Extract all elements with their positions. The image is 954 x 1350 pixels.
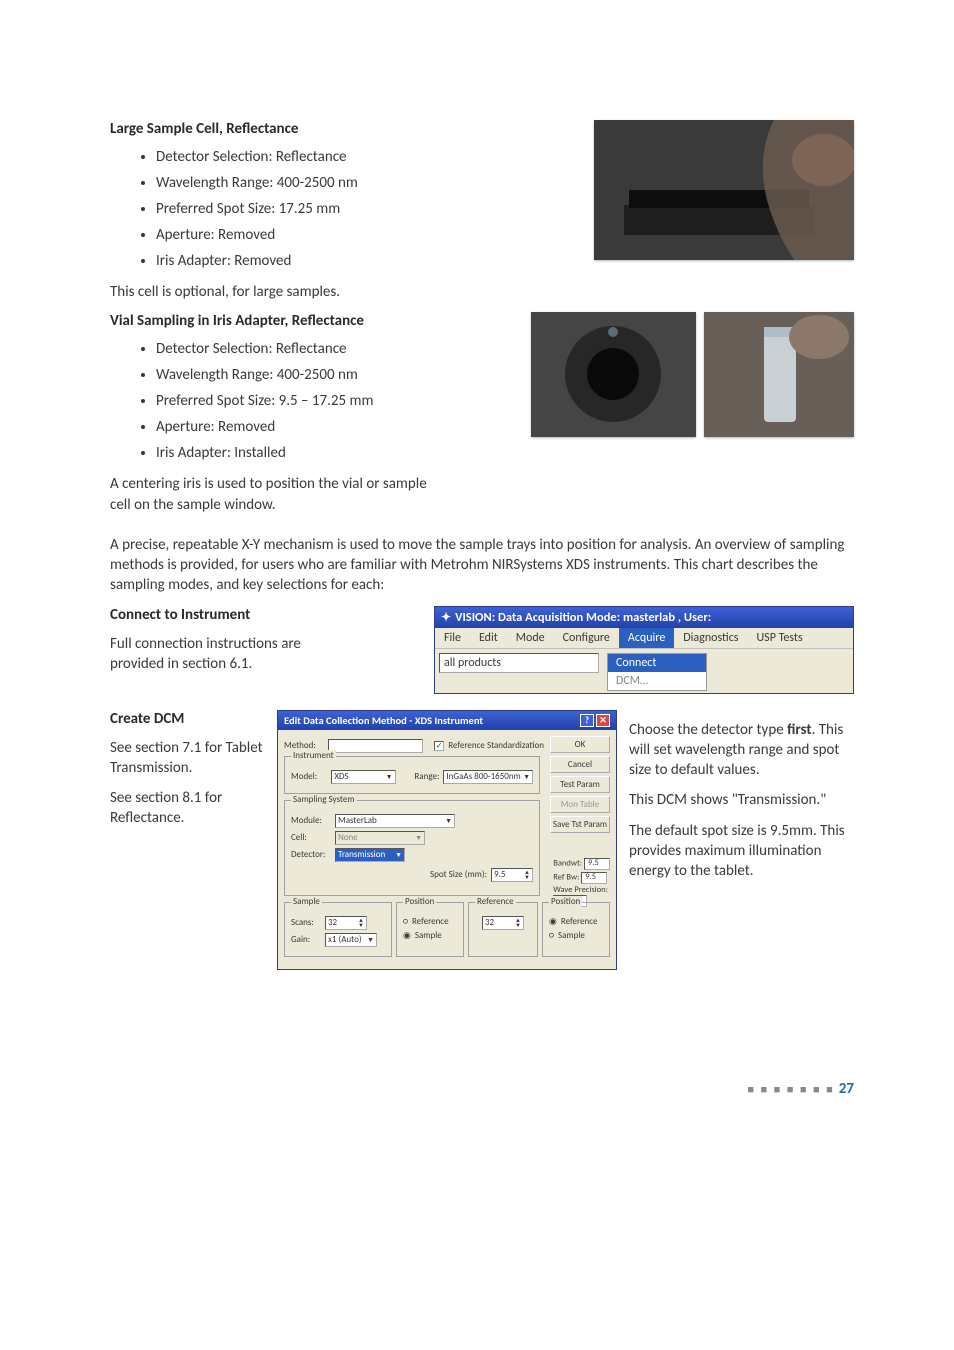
fieldset-instrument: Instrument [291,750,336,761]
label-module: Module: [291,815,331,826]
label-gain: Gain: [291,934,321,945]
label-bandwt: Bandwt: [553,858,582,868]
radio-sample-reference[interactable]: ○ [403,916,408,927]
refbw-field[interactable]: 9.5 [581,872,607,884]
heading-create-dcm: Create DCM [110,710,265,728]
label-wave-precision: Wave Precision: [553,885,608,895]
right-p2: This DCM shows "Transmission." [629,790,854,810]
photo-large-sample-cell [594,120,854,260]
method-input[interactable] [328,739,423,753]
create-dcm-p2: See section 8.1 for Reflectance. [110,788,265,829]
fieldset-ref-position: Position [549,896,582,907]
fieldset-sample: Sample [291,896,322,907]
submenu-dcm[interactable]: DCM… [608,672,706,690]
help-icon[interactable]: ? [580,714,594,727]
page-footer: ■ ■ ■ ■ ■ ■ ■27 [110,1080,854,1098]
ok-button[interactable]: OK [550,736,610,753]
radio-ref-sample[interactable]: ○ [549,930,554,941]
menu-acquire[interactable]: Acquire [619,628,674,648]
note-large-cell: This cell is optional, for large samples… [110,282,854,302]
fieldset-sample-position: Position [403,896,436,907]
scans-spinner[interactable]: 32▲▼ [325,916,367,930]
fieldset-sampling: Sampling System [291,794,357,805]
menu-edit[interactable]: Edit [470,628,507,648]
label-range: Range: [414,771,439,782]
label-detector: Detector: [291,849,331,860]
paragraph-xy-mechanism: A precise, repeatable X-Y mechanism is u… [110,535,854,596]
cell-dropdown: None▼ [335,831,425,845]
radio-ref-reference[interactable]: ◉ [549,916,557,927]
label-ref-std: Reference Standardization [448,740,544,751]
dcm-window-title: Edit Data Collection Method - XDS Instru… [284,714,483,727]
bandwt-field[interactable]: 9.5 [584,858,610,870]
vision-window-title: VISION: Data Acquisition Mode: masterlab… [455,610,711,625]
right-p3: The default spot size is 9.5mm. This pro… [629,821,854,882]
page-number: 27 [839,1080,854,1098]
label-model: Model: [291,771,327,782]
app-icon: ✦ [441,610,451,625]
label-scans: Scans: [291,917,321,928]
model-dropdown[interactable]: XDS▼ [331,770,395,784]
spot-size-spinner[interactable]: 9.5▲▼ [491,868,533,882]
create-dcm-p1: See section 7.1 for Tablet Transmission. [110,738,265,779]
fieldset-reference: Reference [475,896,516,907]
cancel-button[interactable]: Cancel [550,756,610,773]
submenu-connect[interactable]: Connect [608,654,706,672]
save-tst-param-button[interactable]: Save Tst Param [550,816,610,833]
photo-iris-adapter [531,312,696,437]
screenshot-dcm-dialog: Edit Data Collection Method - XDS Instru… [277,710,617,970]
acquire-submenu: Connect DCM… [607,653,707,691]
products-dropdown[interactable]: all products [439,653,599,673]
menu-file[interactable]: File [435,628,470,648]
menu-usp-tests[interactable]: USP Tests [747,628,811,648]
right-p1: Choose the detector type first. This wil… [629,720,854,781]
range-dropdown[interactable]: InGaAs 800-1650nm▼ [443,770,533,784]
label-refbw: Ref Bw: [553,872,579,882]
connect-body: Full connection instructions are provide… [110,634,330,675]
menu-mode[interactable]: Mode [507,628,554,648]
list-item: Iris Adapter: Installed [156,444,854,462]
ref-scans-spinner[interactable]: 32▲▼ [482,916,524,930]
label-cell: Cell: [291,832,331,843]
screenshot-vision-app: ✦ VISION: Data Acquisition Mode: masterl… [434,606,854,694]
module-dropdown[interactable]: MasterLab▼ [335,814,455,828]
gain-dropdown[interactable]: x1 (Auto)▼ [325,933,377,947]
ref-std-checkbox[interactable]: ✓ [434,741,444,751]
close-icon[interactable]: ✕ [596,714,610,727]
mon-table-button: Mon Table [550,796,610,813]
label-spot-size: Spot Size (mm): [430,869,487,880]
detector-dropdown[interactable]: Transmission▼ [335,848,405,862]
test-param-button[interactable]: Test Param [550,776,610,793]
photo-vial [704,312,854,437]
radio-sample-sample[interactable]: ◉ [403,930,411,941]
menu-configure[interactable]: Configure [554,628,619,648]
note-vial: A centering iris is used to position the… [110,474,450,515]
menu-diagnostics[interactable]: Diagnostics [674,628,747,648]
